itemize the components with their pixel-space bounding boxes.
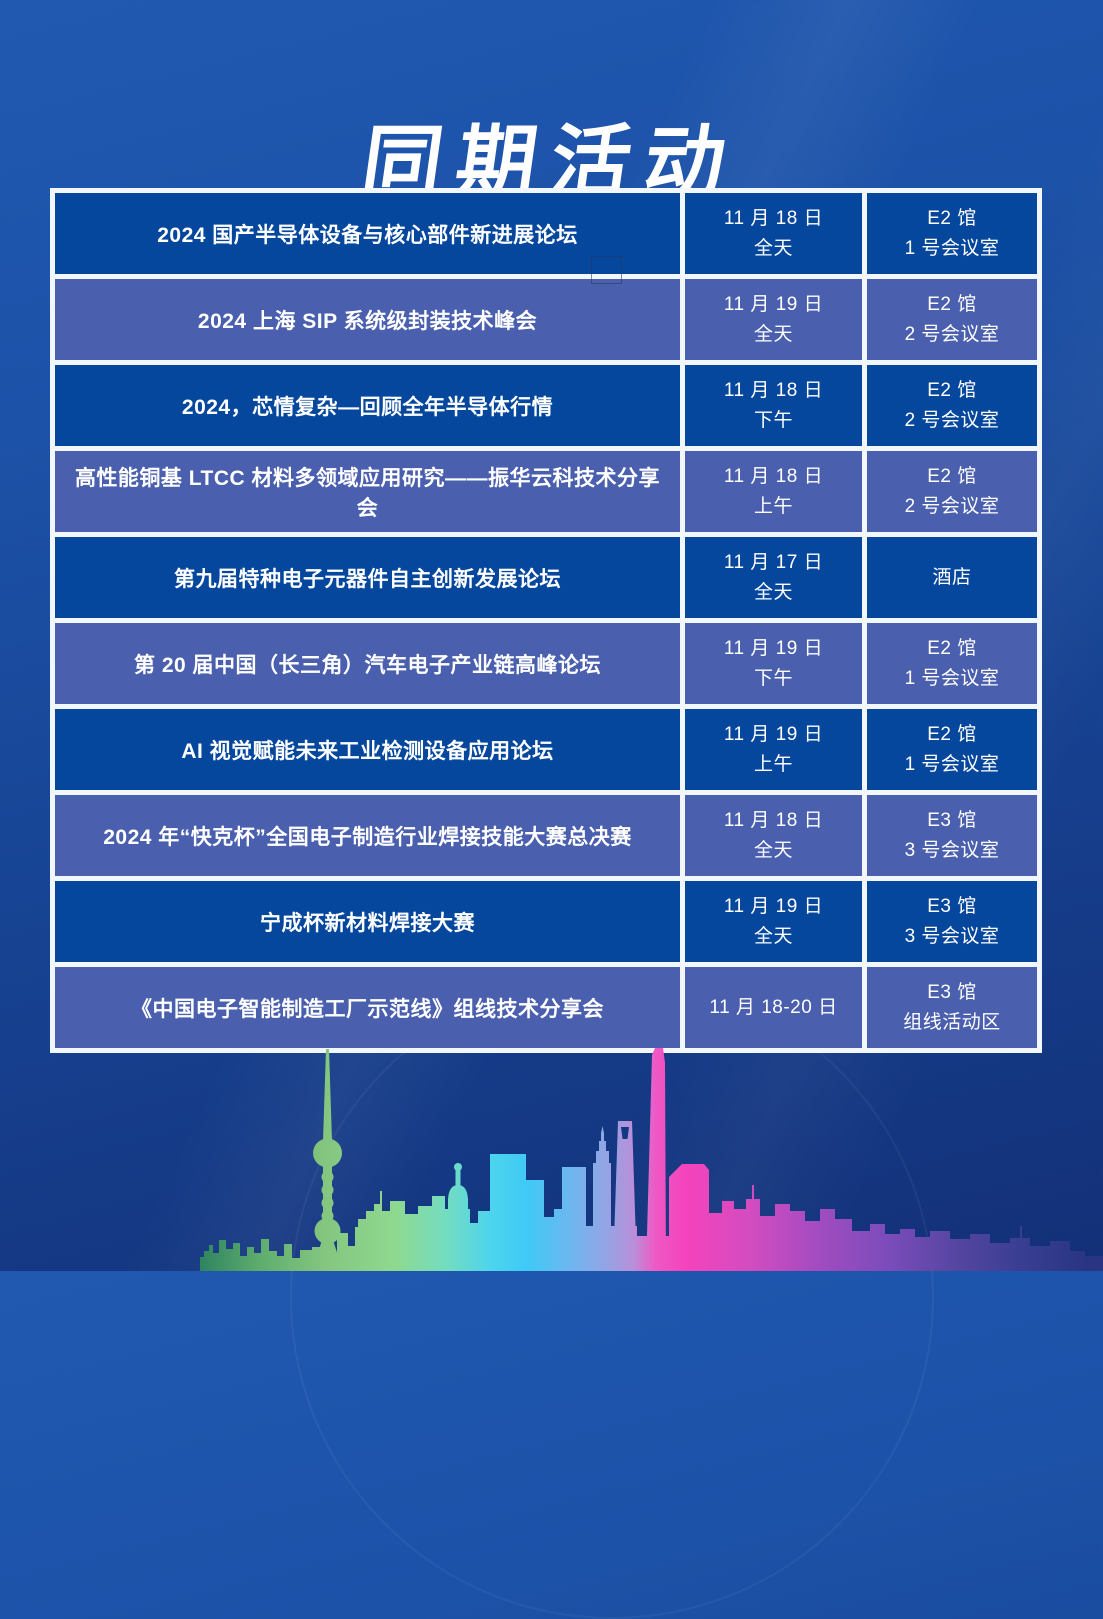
date-line: 全天 xyxy=(753,925,793,947)
venue-line: E3 馆 xyxy=(927,982,977,1004)
table-cell-event: 高性能铜基 LTCC 材料多领域应用研究——振华云科技术分享会 xyxy=(55,451,680,532)
event-line: 2024 国产半导体设备与核心部件新进展论坛 xyxy=(157,223,578,247)
event-line: 第九届特种电子元器件自主创新发展论坛 xyxy=(174,567,561,591)
date-line: 全天 xyxy=(753,839,793,861)
table-cell-venue: E3 馆 3 号会议室 xyxy=(867,881,1037,962)
table-cell-venue: E3 馆组线活动区 xyxy=(867,967,1037,1048)
date-line: 全天 xyxy=(753,237,793,259)
date-line: 11 月 19 日 xyxy=(723,896,824,918)
table-cell-venue: E2 馆 2 号会议室 xyxy=(867,279,1037,360)
table-cell-event: 宁成杯新材料焊接大赛 xyxy=(55,881,680,962)
venue-line: E3 馆 xyxy=(927,810,977,832)
venue-line: E2 馆 xyxy=(927,294,977,316)
table-cell-date: 11 月 19 日全天 xyxy=(685,279,862,360)
date-line: 11 月 19 日 xyxy=(723,638,824,660)
date-line: 11 月 18 日 xyxy=(723,208,824,230)
date-line: 下午 xyxy=(753,409,793,431)
table-cell-event: 2024，芯情复杂—回顾全年半导体行情 xyxy=(55,365,680,446)
table-cell-date: 11 月 18 日下午 xyxy=(685,365,862,446)
date-line: 11 月 19 日 xyxy=(723,294,824,316)
venue-line: E2 馆 xyxy=(927,724,977,746)
date-line: 上午 xyxy=(753,495,793,517)
table-cell-event: 2024 年“快克杯”全国电子制造行业焊接技能大赛总决赛 xyxy=(55,795,680,876)
table-cell-venue: E2 馆 1 号会议室 xyxy=(867,623,1037,704)
table-cell-venue: 酒店 xyxy=(867,537,1037,618)
venue-line: 1 号会议室 xyxy=(904,667,1000,689)
events-table: 2024 国产半导体设备与核心部件新进展论坛 11 月 18 日全天 E2 馆 1 号… xyxy=(50,188,1042,1053)
date-line: 全天 xyxy=(753,581,793,603)
event-line: 第 20 届中国（长三角）汽车电子产业链高峰论坛 xyxy=(133,653,602,677)
venue-line: E2 馆 xyxy=(927,380,977,402)
event-line: 2024，芯情复杂—回顾全年半导体行情 xyxy=(181,395,554,419)
date-line: 全天 xyxy=(753,323,793,345)
venue-line: E3 馆 xyxy=(927,896,977,918)
table-cell-venue: E2 馆 2 号会议室 xyxy=(867,365,1037,446)
table-cell-date: 11 月 18 日全天 xyxy=(685,193,862,274)
table-cell-venue: E2 馆 1 号会议室 xyxy=(867,193,1037,274)
date-line: 11 月 19 日 xyxy=(723,724,824,746)
event-line: 2024 年“快克杯”全国电子制造行业焊接技能大赛总决赛 xyxy=(103,825,632,849)
venue-line: E2 馆 xyxy=(927,638,977,660)
venue-line: E2 馆 xyxy=(927,208,977,230)
venue-line: 2 号会议室 xyxy=(904,495,1000,517)
venue-line: 组线活动区 xyxy=(903,1011,1001,1033)
venue-line: 3 号会议室 xyxy=(904,839,1000,861)
date-line: 下午 xyxy=(753,667,793,689)
venue-line: E2 馆 xyxy=(927,466,977,488)
table-cell-date: 11 月 18-20 日 xyxy=(685,967,862,1048)
table-cell-date: 11 月 18 日上午 xyxy=(685,451,862,532)
empty-box-artifact xyxy=(591,256,622,284)
date-line: 11 月 18 日 xyxy=(723,380,824,402)
event-line: AI 视觉赋能未来工业检测设备应用论坛 xyxy=(181,739,554,763)
date-line: 11 月 18 日 xyxy=(723,810,824,832)
venue-line: 2 号会议室 xyxy=(904,409,1000,431)
venue-line: 2 号会议室 xyxy=(904,323,1000,345)
table-cell-venue: E2 馆 2 号会议室 xyxy=(867,451,1037,532)
table-cell-date: 11 月 19 日上午 xyxy=(685,709,862,790)
shanghai-skyline-silhouette xyxy=(200,1048,1103,1271)
table-cell-date: 11 月 19 日下午 xyxy=(685,623,862,704)
table-cell-event: 2024 国产半导体设备与核心部件新进展论坛 xyxy=(55,193,680,274)
table-cell-date: 11 月 18 日全天 xyxy=(685,795,862,876)
table-cell-venue: E2 馆 1 号会议室 xyxy=(867,709,1037,790)
venue-line: 1 号会议室 xyxy=(904,753,1000,775)
table-cell-event: 第 20 届中国（长三角）汽车电子产业链高峰论坛 xyxy=(55,623,680,704)
table-cell-date: 11 月 19 日全天 xyxy=(685,881,862,962)
venue-line: 酒店 xyxy=(932,566,972,588)
date-line: 11 月 18-20 日 xyxy=(709,996,838,1018)
table-cell-event: 2024 上海 SIP 系统级封装技术峰会 xyxy=(55,279,680,360)
table-cell-event: AI 视觉赋能未来工业检测设备应用论坛 xyxy=(55,709,680,790)
table-cell-event: 《中国电子智能制造工厂示范线》组线技术分享会 xyxy=(55,967,680,1048)
venue-line: 1 号会议室 xyxy=(904,237,1000,259)
event-line: 2024 上海 SIP 系统级封装技术峰会 xyxy=(197,309,538,333)
date-line: 11 月 18 日 xyxy=(723,466,824,488)
table-cell-venue: E3 馆 3 号会议室 xyxy=(867,795,1037,876)
date-line: 上午 xyxy=(753,753,793,775)
event-line: 高性能铜基 LTCC 材料多领域应用研究——振华云科技术分享会 xyxy=(74,466,661,520)
date-line: 11 月 17 日 xyxy=(723,552,824,574)
venue-line: 3 号会议室 xyxy=(904,925,1000,947)
table-cell-date: 11 月 17 日全天 xyxy=(685,537,862,618)
event-line: 《中国电子智能制造工厂示范线》组线技术分享会 xyxy=(131,997,604,1021)
event-line: 宁成杯新材料焊接大赛 xyxy=(260,911,475,935)
table-cell-event: 第九届特种电子元器件自主创新发展论坛 xyxy=(55,537,680,618)
